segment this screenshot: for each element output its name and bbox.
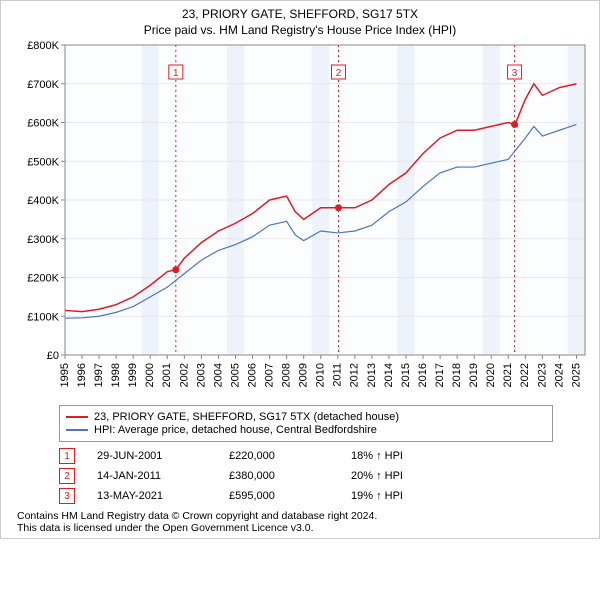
- footer-line-2: This data is licensed under the Open Gov…: [17, 522, 589, 534]
- svg-text:£100K: £100K: [27, 311, 59, 323]
- marker-number-box: 3: [59, 488, 75, 504]
- svg-text:2024: 2024: [553, 363, 565, 387]
- svg-text:£200K: £200K: [27, 273, 59, 285]
- legend-item: HPI: Average price, detached house, Cent…: [66, 424, 546, 436]
- price-chart: £0 £100K £200K £300K £400K £500K £600K £700K £80…: [9, 41, 589, 401]
- svg-text:2011: 2011: [332, 363, 344, 387]
- svg-text:1: 1: [173, 68, 179, 79]
- svg-text:3: 3: [512, 68, 518, 79]
- marker-delta: 20% ↑ HPI: [351, 470, 403, 482]
- svg-text:2008: 2008: [281, 363, 293, 387]
- svg-text:2: 2: [336, 68, 342, 79]
- svg-text:2010: 2010: [315, 363, 327, 387]
- svg-text:2019: 2019: [468, 363, 480, 387]
- svg-text:£800K: £800K: [27, 41, 59, 52]
- svg-text:2013: 2013: [366, 363, 378, 387]
- legend-label: HPI: Average price, detached house, Cent…: [94, 424, 377, 436]
- legend-swatch: [66, 429, 88, 431]
- marker-date: 14-JAN-2011: [97, 470, 207, 482]
- title-line-2: Price paid vs. HM Land Registry's House …: [9, 23, 591, 37]
- marker-price: £380,000: [229, 470, 329, 482]
- marker-number-box: 2: [59, 468, 75, 484]
- svg-text:2007: 2007: [263, 363, 275, 387]
- svg-text:2005: 2005: [229, 363, 241, 387]
- legend-label: 23, PRIORY GATE, SHEFFORD, SG17 5TX (det…: [94, 411, 399, 423]
- svg-text:£300K: £300K: [27, 234, 59, 246]
- svg-text:2014: 2014: [383, 363, 395, 387]
- svg-text:1997: 1997: [93, 363, 105, 387]
- svg-text:£600K: £600K: [27, 118, 59, 130]
- svg-text:2023: 2023: [536, 363, 548, 387]
- svg-text:2004: 2004: [212, 363, 224, 387]
- marker-number-box: 1: [59, 448, 75, 464]
- footer-attribution: Contains HM Land Registry data © Crown c…: [17, 510, 589, 534]
- svg-text:1999: 1999: [127, 363, 139, 387]
- svg-text:2003: 2003: [195, 363, 207, 387]
- svg-text:2001: 2001: [161, 363, 173, 387]
- marker-delta: 19% ↑ HPI: [351, 490, 403, 502]
- marker-date: 13-MAY-2021: [97, 490, 207, 502]
- svg-text:£700K: £700K: [27, 79, 59, 91]
- chart-legend: 23, PRIORY GATE, SHEFFORD, SG17 5TX (det…: [59, 405, 553, 442]
- svg-text:1995: 1995: [59, 363, 71, 387]
- svg-text:2016: 2016: [417, 363, 429, 387]
- svg-text:2009: 2009: [298, 363, 310, 387]
- marker-row: 2 14-JAN-2011 £380,000 20% ↑ HPI: [59, 468, 589, 484]
- marker-row: 1 29-JUN-2001 £220,000 18% ↑ HPI: [59, 448, 589, 464]
- legend-item: 23, PRIORY GATE, SHEFFORD, SG17 5TX (det…: [66, 411, 546, 423]
- marker-delta: 18% ↑ HPI: [351, 450, 403, 462]
- svg-text:1996: 1996: [76, 363, 88, 387]
- svg-text:2015: 2015: [400, 363, 412, 387]
- svg-text:2017: 2017: [434, 363, 446, 387]
- marker-price: £595,000: [229, 490, 329, 502]
- legend-swatch: [66, 416, 88, 418]
- svg-text:2006: 2006: [246, 363, 258, 387]
- marker-row: 3 13-MAY-2021 £595,000 19% ↑ HPI: [59, 488, 589, 504]
- svg-text:£400K: £400K: [27, 195, 59, 207]
- title-line-1: 23, PRIORY GATE, SHEFFORD, SG17 5TX: [9, 7, 591, 21]
- svg-text:2000: 2000: [144, 363, 156, 387]
- svg-text:£500K: £500K: [27, 156, 59, 168]
- svg-text:2012: 2012: [349, 363, 361, 387]
- marker-date: 29-JUN-2001: [97, 450, 207, 462]
- chart-svg: £0 £100K £200K £300K £400K £500K £600K £700K £80…: [9, 41, 589, 401]
- svg-text:1998: 1998: [110, 363, 122, 387]
- svg-text:2020: 2020: [485, 363, 497, 387]
- figure-container: 23, PRIORY GATE, SHEFFORD, SG17 5TX Pric…: [0, 0, 600, 539]
- svg-text:2002: 2002: [178, 363, 190, 387]
- marker-price: £220,000: [229, 450, 329, 462]
- svg-text:2025: 2025: [570, 363, 582, 387]
- svg-text:£0: £0: [47, 350, 59, 362]
- footer-line-1: Contains HM Land Registry data © Crown c…: [17, 510, 589, 522]
- svg-text:2022: 2022: [519, 363, 531, 387]
- svg-text:2018: 2018: [451, 363, 463, 387]
- svg-text:2021: 2021: [502, 363, 514, 387]
- marker-table: 1 29-JUN-2001 £220,000 18% ↑ HPI 2 14-JAN-201…: [59, 448, 589, 504]
